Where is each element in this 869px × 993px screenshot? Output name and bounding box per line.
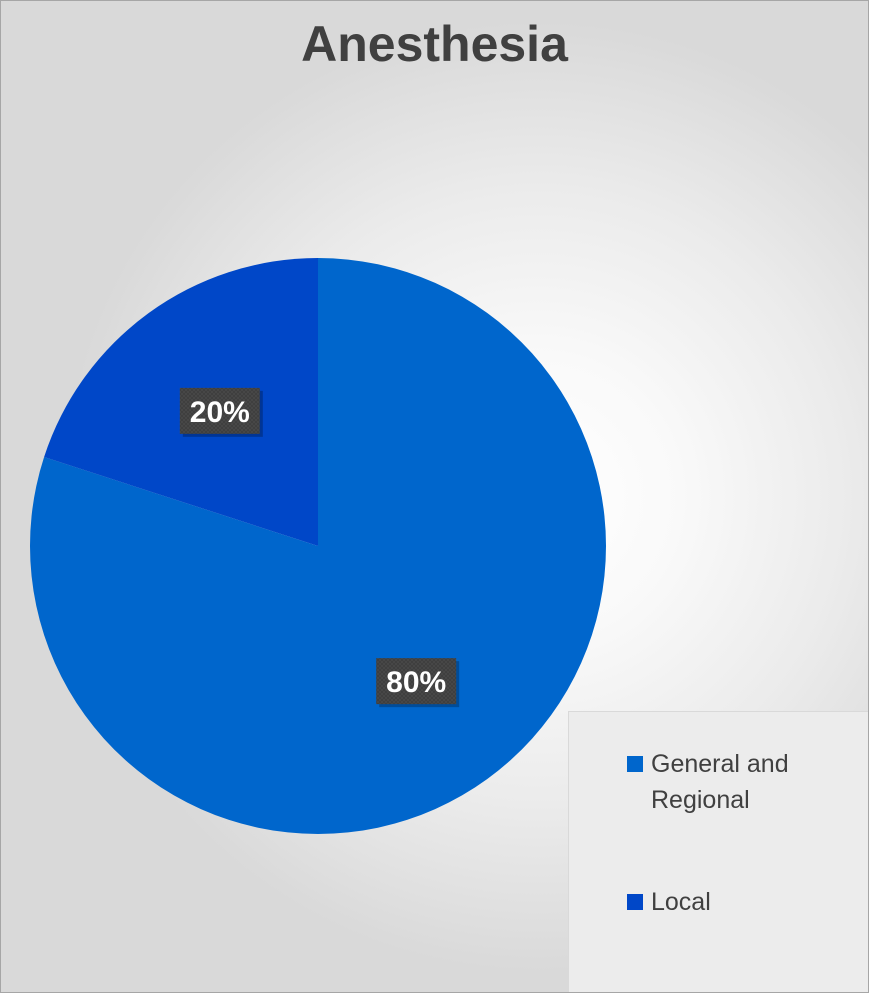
legend-swatch-general-and-regional [627, 756, 643, 772]
legend-label-local: Local [651, 888, 711, 916]
data-label-background [179, 387, 260, 434]
data-label-text: 20% [190, 396, 250, 429]
data-label-background [376, 658, 457, 705]
legend: General and Regional Local [568, 711, 868, 992]
chart-title: Anesthesia [301, 16, 568, 72]
legend-item-local: Local [627, 884, 831, 920]
legend-label-general-and-regional: General and Regional [651, 750, 789, 814]
data-label-text: 80% [386, 666, 446, 699]
data-label-general-and-regional: 80% [376, 658, 460, 708]
legend-swatch-local [627, 894, 643, 910]
data-label-local: 20% [179, 387, 263, 437]
pie-slice-general-and-regional [29, 258, 606, 834]
legend-item-general-and-regional: General and Regional [627, 746, 831, 818]
